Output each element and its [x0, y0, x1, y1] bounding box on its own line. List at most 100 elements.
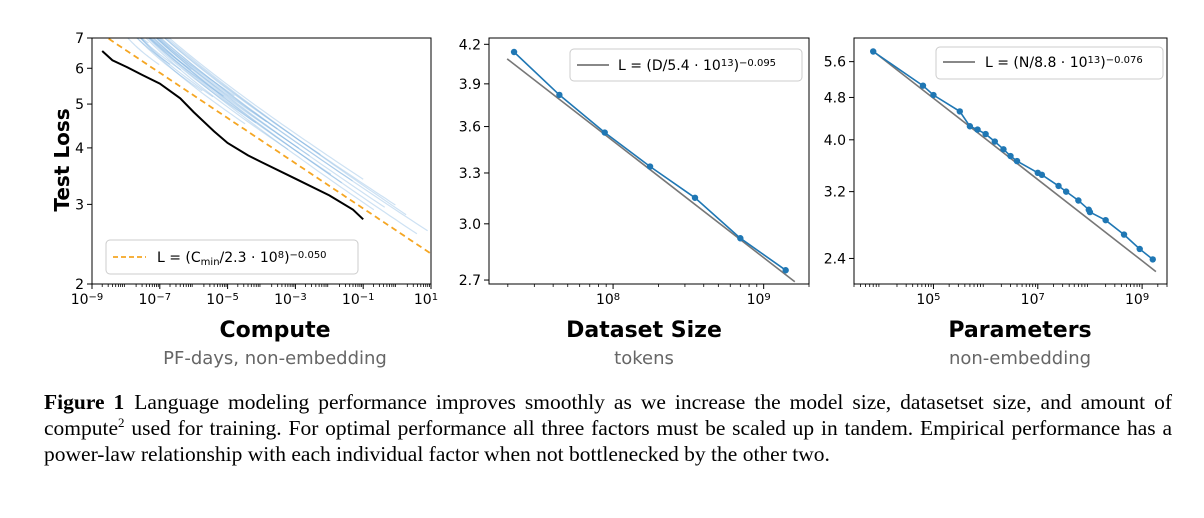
compute-x-tick-label: 10−1 — [342, 292, 375, 309]
compute-x-tick-exponent: 1 — [432, 292, 438, 303]
compute-plot-area — [101, 38, 431, 255]
parameters-x-tick-label: 107 — [1021, 292, 1045, 309]
compute-x-tick-exponent: −5 — [224, 292, 239, 303]
dataset-data-point — [782, 267, 789, 274]
compute-run-curve — [136, 38, 138, 39]
compute-x-tick-exponent: −7 — [156, 292, 171, 303]
dataset-data-point — [510, 48, 518, 56]
compute-x-tick-base: 10 — [414, 292, 432, 308]
compute-axes-frame — [91, 37, 432, 285]
parameters-data-point — [1013, 157, 1021, 165]
dataset-x-tick-base: 10 — [747, 292, 765, 308]
legend-text-fragment: 13 — [1088, 55, 1101, 66]
compute-y-tick-label: 3 — [75, 197, 84, 213]
parameters-x-tick-label: 105 — [916, 292, 940, 309]
dataset-x-tick-exponent: 9 — [764, 292, 770, 303]
parameters-legend-text: L = (N/8.8 · 1013)−0.076 — [985, 55, 1143, 71]
compute-run-curve — [136, 38, 203, 92]
legend-text-fragment: 8 — [278, 250, 284, 261]
compute-x-axis-subtitle: PF-days, non-embedding — [163, 348, 387, 369]
compute-run-curve — [136, 38, 171, 65]
compute-x-tick-base: 10 — [139, 292, 157, 308]
compute-y-tick-label: 2 — [75, 277, 84, 293]
dataset-y-tick-label: 3.9 — [459, 77, 481, 93]
compute-run-curve — [156, 38, 235, 97]
compute-run-curve — [140, 38, 214, 98]
parameters-x-tick-exponent: 9 — [1143, 292, 1149, 303]
parameters-data-point — [1062, 188, 1070, 195]
compute-x-tick-base: 10 — [274, 292, 292, 308]
parameters-x-axis-subtitle: non-embedding — [949, 348, 1091, 369]
dataset-fit-line — [506, 58, 796, 283]
compute-legend-box — [105, 239, 359, 275]
parameters-data-point — [1007, 152, 1014, 160]
legend-text-fragment: L = (D/5.4 · 10 — [618, 58, 721, 74]
compute-y-tick-label: 4 — [75, 141, 84, 157]
compute-run-curve — [168, 38, 364, 180]
dataset-x-axis-subtitle: tokens — [614, 348, 674, 369]
legend-text-fragment: ) — [1100, 55, 1105, 71]
parameters-x-tick-label: 109 — [1125, 292, 1149, 309]
dataset-legend-text: L = (D/5.4 · 1013)−0.095 — [618, 58, 776, 74]
compute-x-tick-exponent: −1 — [360, 292, 375, 303]
compute-run-curve — [166, 38, 407, 216]
compute-run-curve — [139, 38, 182, 71]
parameters-data-point — [919, 82, 927, 89]
dataset-y-tick-label: 4.2 — [459, 37, 481, 53]
compute-x-tick-label: 10−9 — [71, 292, 104, 309]
parameters-data-point — [974, 126, 981, 133]
dataset-x-tick-base: 10 — [596, 292, 614, 308]
compute-x-tick-base: 10 — [71, 292, 89, 308]
parameters-y-tick-label: 3.2 — [824, 185, 846, 201]
dataset-x-tick-label: 109 — [747, 292, 771, 309]
dataset-y-tick-label: 3.6 — [459, 120, 481, 136]
dataset-x-tick-exponent: 8 — [614, 292, 620, 303]
parameters-y-tick-label: 4.0 — [824, 133, 846, 149]
legend-text-fragment: min — [201, 257, 220, 268]
parameters-x-tick-base: 10 — [1125, 292, 1143, 308]
compute-y-tick-label: 7 — [75, 31, 84, 47]
compute-run-curve — [148, 38, 224, 97]
caption-text-part1: Language modeling performance improves s… — [44, 390, 1172, 440]
parameters-data-point — [1136, 245, 1143, 253]
compute-x-axis-title: Compute — [219, 318, 330, 343]
compute-run-curve — [155, 38, 386, 208]
parameters-data-point — [1000, 146, 1007, 153]
compute-run-curve — [139, 38, 246, 125]
compute-x-tick-base: 10 — [206, 292, 224, 308]
parameters-data-point — [1086, 208, 1094, 216]
legend-text-fragment: /2.3 · 10 — [220, 250, 278, 266]
dataset-y-tick-label: 3.3 — [459, 166, 481, 182]
compute-run-curve — [158, 38, 278, 130]
compute-x-tick-label: 101 — [414, 292, 438, 309]
parameters-data-point — [1075, 197, 1082, 204]
compute-run-curve — [158, 38, 428, 232]
parameters-y-tick-label: 2.4 — [824, 251, 846, 267]
dataset-data-line — [513, 51, 787, 271]
dataset-y-tick-label: 2.7 — [459, 273, 481, 289]
compute-run-curve — [147, 38, 257, 124]
legend-text-fragment: −0.095 — [739, 58, 776, 69]
compute-run-curve — [151, 38, 418, 235]
parameters-data-point — [1055, 182, 1062, 190]
parameters-y-tick-label: 5.6 — [824, 55, 846, 71]
dataset-x-tick-label: 108 — [596, 292, 620, 309]
parameters-x-tick-base: 10 — [1021, 292, 1039, 308]
parameters-legend-box — [935, 46, 1164, 80]
compute-run-curve — [153, 38, 300, 149]
compute-run-curve — [155, 38, 267, 123]
parameters-data-line — [872, 50, 1154, 261]
compute-run-curve — [148, 38, 375, 211]
legend-text-fragment: ) — [284, 250, 289, 266]
parameters-fit-line — [870, 48, 1157, 273]
compute-y-tick-label: 6 — [75, 61, 84, 77]
legend-text-fragment: ) — [734, 58, 739, 74]
legend-text-fragment: L = (N/8.8 · 10 — [985, 55, 1088, 71]
compute-run-curve — [149, 38, 332, 175]
parameters-data-point — [991, 138, 998, 145]
caption-label: Figure 1 — [44, 390, 125, 414]
